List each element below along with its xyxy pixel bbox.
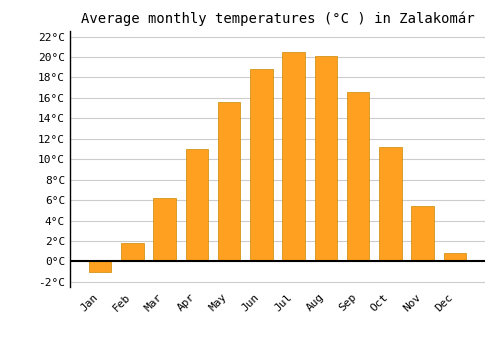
Bar: [282, 52, 305, 261]
Bar: [250, 69, 272, 261]
Bar: [379, 147, 402, 261]
Bar: [218, 102, 240, 261]
Bar: [314, 56, 337, 261]
Bar: [186, 149, 208, 261]
Bar: [121, 243, 144, 261]
Bar: [347, 92, 370, 261]
Bar: [444, 253, 466, 261]
Bar: [412, 206, 434, 261]
Title: Average monthly temperatures (°C ) in Zalakomár: Average monthly temperatures (°C ) in Za…: [80, 12, 474, 26]
Bar: [154, 198, 176, 261]
Bar: [89, 261, 112, 272]
